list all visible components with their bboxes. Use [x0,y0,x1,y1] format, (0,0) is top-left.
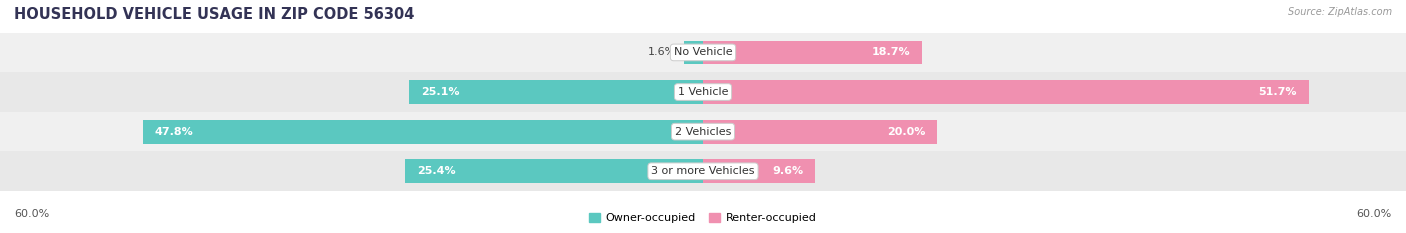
Text: No Vehicle: No Vehicle [673,48,733,57]
Text: 60.0%: 60.0% [1357,209,1392,219]
Legend: Owner-occupied, Renter-occupied: Owner-occupied, Renter-occupied [585,208,821,227]
Bar [703,80,1309,104]
Bar [143,120,703,144]
Text: HOUSEHOLD VEHICLE USAGE IN ZIP CODE 56304: HOUSEHOLD VEHICLE USAGE IN ZIP CODE 5630… [14,7,415,22]
Text: 25.4%: 25.4% [418,166,456,176]
Text: 25.1%: 25.1% [420,87,460,97]
Text: 47.8%: 47.8% [155,127,194,137]
Text: 60.0%: 60.0% [14,209,49,219]
Bar [0,72,1406,112]
Text: 2 Vehicles: 2 Vehicles [675,127,731,137]
Bar [405,159,703,183]
Bar [685,41,703,64]
Bar [703,41,922,64]
Bar [0,151,1406,191]
Bar [0,33,1406,72]
Text: 1 Vehicle: 1 Vehicle [678,87,728,97]
Text: 20.0%: 20.0% [887,127,925,137]
Text: 1.6%: 1.6% [648,48,676,57]
Text: 51.7%: 51.7% [1258,87,1298,97]
Bar [703,120,938,144]
Bar [0,112,1406,151]
Text: 3 or more Vehicles: 3 or more Vehicles [651,166,755,176]
Bar [409,80,703,104]
Bar [703,159,815,183]
Text: 18.7%: 18.7% [872,48,911,57]
Text: 9.6%: 9.6% [773,166,804,176]
Text: Source: ZipAtlas.com: Source: ZipAtlas.com [1288,7,1392,17]
